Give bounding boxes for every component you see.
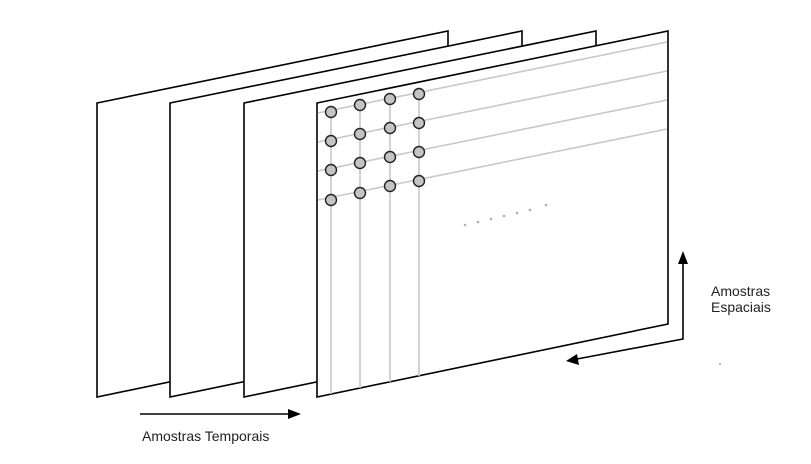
sample-point [383, 92, 397, 106]
sample-point [412, 116, 426, 130]
sample-point [353, 156, 367, 170]
ellipsis-dot [528, 208, 532, 212]
sample-point [383, 121, 397, 135]
vertical-grid-lines [330, 92, 420, 394]
temporal-samples-label: Amostras Temporais [142, 428, 270, 444]
ellipsis-dot [544, 203, 548, 207]
stray-mark [719, 363, 721, 365]
sample-points [324, 87, 426, 207]
sample-point [324, 163, 338, 177]
sample-point [324, 105, 338, 119]
sample-point [324, 134, 338, 148]
sample-point [412, 174, 426, 188]
sample-point [324, 193, 338, 207]
continuation-ellipsis [463, 203, 548, 227]
horizontal-grid-lines [317, 41, 668, 201]
ellipsis-dot [476, 220, 480, 224]
sample-point [353, 127, 367, 141]
spatial-samples-label: Amostras Espaciais [711, 283, 771, 315]
grid-line-h2 [317, 70, 668, 143]
ellipsis-dot [502, 214, 506, 218]
sample-point [353, 186, 367, 200]
grid-line-h4 [317, 128, 668, 201]
sample-point [383, 150, 397, 164]
spatial-arrow [566, 251, 688, 365]
ellipsis-dot [463, 223, 467, 227]
sample-point [383, 179, 397, 193]
sample-point [353, 98, 367, 112]
sample-point [412, 145, 426, 159]
temporal-arrow [140, 409, 301, 419]
sample-point [412, 87, 426, 101]
frame-plane-front [316, 30, 669, 398]
grid-line-h3 [317, 99, 668, 172]
spatial-label-line2: Espaciais [711, 299, 771, 315]
ellipsis-dot [489, 217, 493, 221]
spatial-label-line1: Amostras [711, 283, 771, 299]
ellipsis-dot [515, 211, 519, 215]
grid-line-h1 [317, 41, 668, 114]
